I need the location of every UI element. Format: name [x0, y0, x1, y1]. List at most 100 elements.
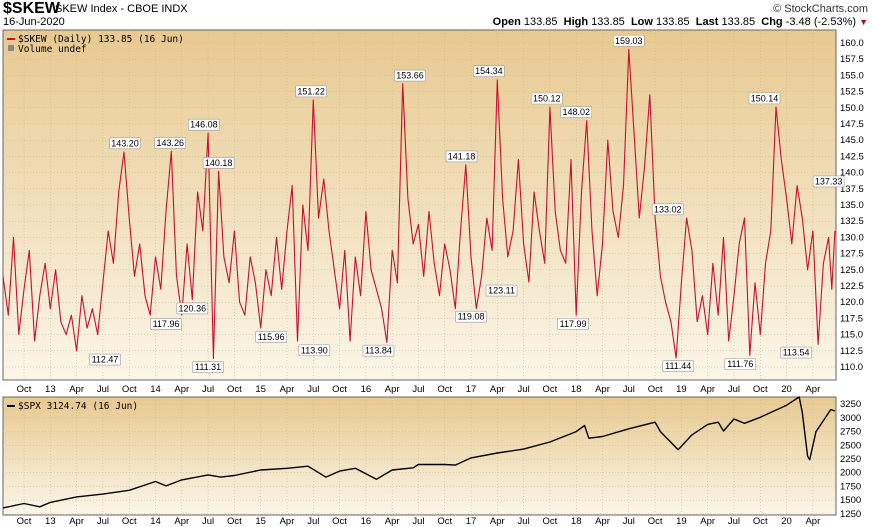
- symbol-subtitle: SKEW Index - CBOE INDX: [55, 3, 188, 15]
- x-tick-label: 16: [361, 516, 372, 527]
- x-tick-label: Apr: [805, 384, 820, 395]
- value-annotation-box: [530, 92, 563, 105]
- y-tick-label: 132.5: [840, 216, 864, 227]
- y-tick-label: 137.5: [840, 184, 864, 195]
- value-annotation: 117.99: [560, 319, 587, 329]
- x-tick-label: Oct: [332, 516, 347, 527]
- x-tick-label: Jul: [412, 516, 424, 527]
- x-tick-label: 18: [571, 516, 582, 527]
- y-tick-label: 1750: [840, 481, 861, 492]
- last-label: Last: [695, 16, 719, 28]
- value-annotation: 112.47: [92, 355, 119, 365]
- x-tick-label: Apr: [174, 384, 189, 395]
- x-tick-label: 19: [676, 384, 687, 395]
- y-tick-label: 115.0: [840, 330, 863, 341]
- value-annotation-box: [192, 361, 224, 373]
- stockcharts-logo: © StockCharts.com: [773, 3, 868, 15]
- value-annotation: 111.76: [727, 359, 753, 369]
- value-annotation: 111.31: [195, 362, 221, 372]
- value-annotation-box: [109, 137, 141, 150]
- value-annotation: 146.08: [190, 120, 218, 130]
- y-tick-label: 122.5: [840, 281, 864, 292]
- open-value: 133.85: [523, 16, 558, 28]
- x-tick-label: Jul: [307, 384, 319, 395]
- x-tick-label: Oct: [122, 516, 137, 527]
- y-tick-label: 3250: [840, 399, 861, 410]
- value-annotation: 113.90: [301, 345, 328, 355]
- x-tick-label: Oct: [227, 384, 242, 395]
- x-tick-label: Apr: [280, 384, 295, 395]
- x-tick-label: Jul: [97, 516, 109, 527]
- x-tick-label: Oct: [543, 384, 558, 395]
- value-annotation: 113.84: [365, 346, 392, 356]
- y-tick-label: 147.5: [840, 119, 864, 130]
- y-tick-label: 157.5: [840, 54, 864, 65]
- value-annotation: 150.14: [751, 93, 779, 103]
- x-tick-label: Oct: [543, 516, 558, 527]
- value-annotation-box: [202, 157, 235, 169]
- high-label: High: [563, 16, 589, 28]
- chart-header: $SKEW SKEW Index - CBOE INDX 16-Jun-2020…: [0, 0, 872, 30]
- value-annotation-box: [154, 137, 187, 149]
- x-tick-label: Apr: [174, 516, 189, 527]
- skew-panel: 110.0 112.5 115.0 117.5 120.0 122.5 125.0 127.5…: [2, 29, 864, 395]
- y-tick-label: 140.0: [840, 168, 864, 179]
- x-tick-label: 13: [45, 516, 56, 527]
- y-tick-label: 3000: [840, 413, 861, 424]
- value-annotation-box: [445, 150, 478, 163]
- x-tick-label: Jul: [728, 384, 740, 395]
- value-annotation-box: [724, 358, 757, 370]
- value-annotation-box: [613, 34, 645, 47]
- skew-series-line: [2, 48, 836, 360]
- x-tick-label: Oct: [437, 384, 452, 395]
- y-tick-label: 150.0: [840, 103, 864, 114]
- value-annotation: 141.18: [448, 151, 476, 161]
- value-annotation: 120.36: [179, 303, 207, 313]
- value-annotation-box: [748, 92, 781, 105]
- y-tick-label: 2500: [840, 440, 861, 451]
- y-tick-label: 142.5: [840, 151, 864, 162]
- y-tick-label: 127.5: [840, 249, 864, 260]
- value-annotation: 143.20: [111, 138, 139, 148]
- x-tick-label: Jul: [307, 516, 319, 527]
- x-tick-label: Oct: [648, 516, 663, 527]
- value-annotation: 113.54: [783, 348, 810, 358]
- y-tick-label: 120.0: [840, 297, 864, 308]
- y-tick-label: 160.0: [840, 38, 864, 49]
- x-tick-label: Jul: [728, 516, 740, 527]
- chg-label: Chg: [761, 16, 783, 28]
- x-tick-label: Apr: [595, 516, 610, 527]
- x-tick-label: Jul: [202, 384, 214, 395]
- y-tick-label: 2250: [840, 454, 861, 465]
- value-annotation: 117.96: [153, 319, 180, 329]
- x-tick-label: Jul: [518, 516, 530, 527]
- legend-label-volume: Volume undef: [18, 44, 87, 55]
- x-tick-label: Apr: [700, 384, 715, 395]
- y-tick-label: 112.5: [840, 346, 863, 357]
- value-annotation: 119.08: [458, 312, 485, 322]
- x-tick-label: Apr: [595, 384, 610, 395]
- y-tick-label: 1500: [840, 495, 861, 506]
- value-annotation-box: [295, 85, 327, 98]
- x-tick-label: Apr: [805, 516, 820, 527]
- open-label: Open: [492, 16, 521, 28]
- x-tick-label: 14: [150, 384, 161, 395]
- high-value: 133.85: [591, 16, 625, 28]
- value-annotation-box: [780, 346, 812, 359]
- x-tick-label: 20: [781, 516, 792, 527]
- quote-bar: Open 133.85 High 133.85 Low 133.85 Last …: [493, 16, 868, 28]
- x-tick-label: 13: [45, 384, 56, 395]
- y-tick-label: 135.0: [840, 200, 864, 211]
- x-tick-label: Apr: [385, 516, 400, 527]
- last-value: 133.85: [721, 16, 756, 28]
- value-annotation: 143.26: [156, 138, 184, 148]
- value-annotation-box: [176, 302, 209, 315]
- x-tick-label: Apr: [700, 516, 715, 527]
- x-tick-label: Oct: [332, 384, 347, 395]
- symbol-title: $SKEW: [3, 0, 60, 17]
- x-tick-label: Oct: [753, 516, 768, 527]
- x-tick-label: 16: [361, 384, 372, 395]
- x-tick-label: Apr: [69, 384, 84, 395]
- down-triangle-icon: ▼: [859, 17, 868, 27]
- x-tick-label: 17: [466, 516, 477, 527]
